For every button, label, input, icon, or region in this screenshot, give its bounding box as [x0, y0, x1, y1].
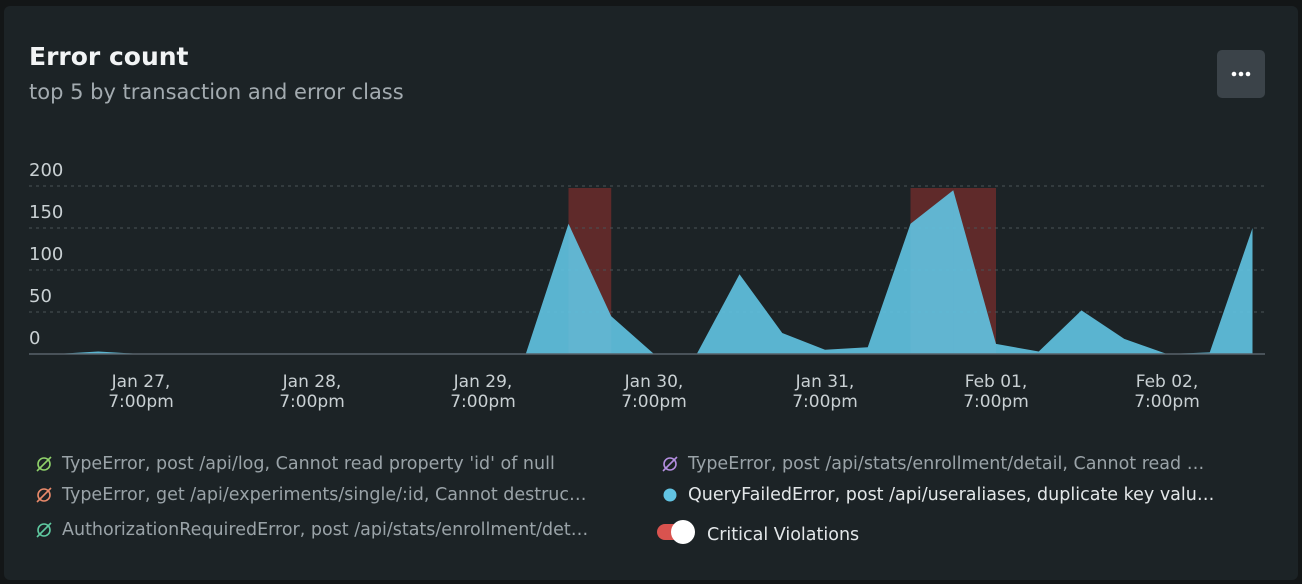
menu-icon — [1231, 71, 1251, 77]
legend-item[interactable]: TypeError, post /api/stats/enrollment/de… — [660, 454, 1204, 474]
x-tick-label: Feb 02, 7:00pm — [1134, 372, 1200, 412]
x-tick-label: Jan 27, 7:00pm — [108, 372, 174, 412]
legend-icon — [660, 485, 680, 505]
card — [4, 6, 1298, 580]
y-tick-label: 50 — [29, 286, 52, 307]
x-tick-label: Feb 01, 7:00pm — [963, 372, 1029, 412]
legend-icon — [660, 454, 680, 474]
menu-button[interactable] — [1217, 50, 1265, 98]
violations-toggle[interactable]: Critical Violations — [655, 518, 859, 551]
area — [55, 190, 1253, 354]
y-tick-label: 100 — [29, 244, 63, 265]
y-tick-label: 200 — [29, 160, 63, 181]
legend-item[interactable]: QueryFailedError, post /api/useraliases,… — [660, 485, 1214, 505]
legend-label: TypeError, post /api/stats/enrollment/de… — [688, 454, 1205, 474]
legend-label: QueryFailedError, post /api/useraliases,… — [688, 485, 1215, 505]
x-tick-label: Jan 29, 7:00pm — [450, 372, 516, 412]
legend-icon — [34, 520, 54, 540]
chart-subtitle: top 5 by transaction and error class — [29, 80, 404, 104]
toggle-label: Critical Violations — [707, 524, 860, 545]
legend-label: TypeError, post /api/log, Cannot read pr… — [62, 454, 555, 474]
toggle-switch — [655, 518, 699, 551]
y-tick-label: 150 — [29, 202, 63, 223]
x-tick-label: Jan 31, 7:00pm — [792, 372, 858, 412]
y-tick-label: 0 — [29, 328, 40, 349]
legend-label: TypeError, get /api/experiments/single/:… — [62, 485, 587, 505]
legend-item[interactable]: AuthorizationRequiredError, post /api/st… — [34, 520, 588, 540]
chart-title: Error count — [29, 42, 189, 71]
x-tick-label: Jan 28, 7:00pm — [279, 372, 345, 412]
legend-icon — [34, 454, 54, 474]
x-tick-label: Jan 30, 7:00pm — [621, 372, 687, 412]
legend-icon — [34, 485, 54, 505]
legend-label: AuthorizationRequiredError, post /api/st… — [62, 520, 589, 540]
legend-item[interactable]: TypeError, get /api/experiments/single/:… — [34, 485, 587, 505]
legend-item[interactable]: TypeError, post /api/log, Cannot read pr… — [34, 454, 555, 474]
